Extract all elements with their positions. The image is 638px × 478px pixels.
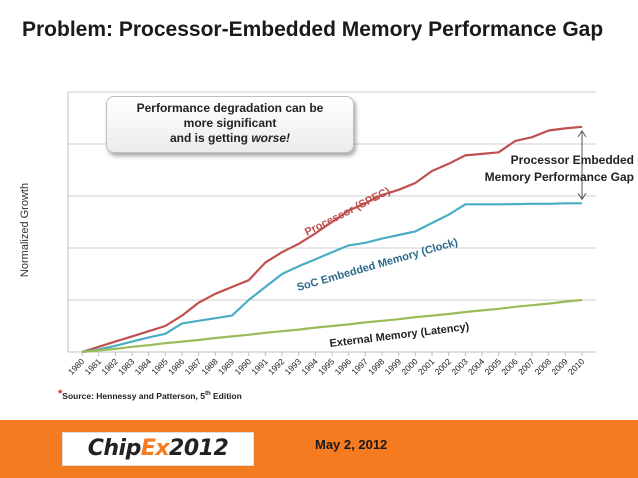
x-tick-label: 1998 <box>366 356 387 377</box>
x-tick-label: 1994 <box>299 356 320 377</box>
x-tick-label: 2005 <box>483 356 504 377</box>
source-asterisk: * <box>58 388 63 400</box>
callout-line-2: more significant <box>183 116 277 130</box>
logo-text-chip: Chip <box>87 436 142 461</box>
series-line <box>81 202 582 354</box>
gap-arrow-head-bottom <box>577 193 587 201</box>
x-tick-label: 1992 <box>266 356 287 377</box>
x-tick-label: 1989 <box>216 356 237 377</box>
x-tick-label: 1997 <box>349 356 370 377</box>
x-tick-label: 1991 <box>249 356 270 377</box>
x-tick-label: 1996 <box>333 356 354 377</box>
x-tick-label: 1981 <box>83 356 104 377</box>
x-tick-label: 1984 <box>133 356 154 377</box>
x-tick-label: 1985 <box>149 356 170 377</box>
x-tick-label: 1990 <box>233 356 254 377</box>
x-tick-label: 2006 <box>499 356 520 377</box>
x-tick-label: 2010 <box>566 356 587 377</box>
x-tick-label: 2001 <box>416 356 437 377</box>
gap-arrow-head-top <box>577 129 587 138</box>
x-tick-label: 1982 <box>99 356 120 377</box>
x-tick-labels: 1980198119821983198419851986198719881989… <box>66 352 587 377</box>
logo-text-year: 2012 <box>169 436 229 461</box>
gap-annotation-label: Processor Embedded <box>511 153 634 167</box>
x-tick-label: 2007 <box>516 356 537 377</box>
series-label: SoC Embedded Memory (Clock) <box>296 236 460 294</box>
series-lines <box>81 125 583 354</box>
x-tick-label: 2009 <box>549 356 570 377</box>
y-axis-label: Normalized Growth <box>19 183 31 277</box>
x-tick-label: 1995 <box>316 356 337 377</box>
chipex-logo: ChipEx2012 <box>62 432 254 466</box>
source-text: Source: Hennessy and Patterson, 5 <box>62 391 205 401</box>
x-tick-label: 1993 <box>283 356 304 377</box>
x-tick-label: 1986 <box>166 356 187 377</box>
x-tick-label: 1999 <box>383 356 404 377</box>
x-tick-label: 2003 <box>449 356 470 377</box>
footer-date: May 2, 2012 <box>315 437 388 452</box>
performance-gap-chart: 1980198119821983198419851986198719881989… <box>19 91 634 377</box>
x-tick-label: 1988 <box>199 356 220 377</box>
callout-box: Performance degradation can be more sign… <box>106 96 354 153</box>
gap-annotation-label: Memory Performance Gap <box>485 170 634 184</box>
callout-emphasis: worse! <box>251 131 291 145</box>
x-tick-label: 1980 <box>66 356 87 377</box>
series-line <box>81 298 583 354</box>
callout-line-3: and is getting worse! <box>107 131 353 146</box>
gap-annotation: Processor Embedded Memory Performance Gap <box>485 129 634 201</box>
x-tick-label: 2008 <box>533 356 554 377</box>
series-line <box>81 125 583 354</box>
x-tick-label: 1987 <box>183 356 204 377</box>
slide-title: Problem: Processor-Embedded Memory Perfo… <box>22 18 604 41</box>
x-tick-label: 2004 <box>466 356 487 377</box>
x-tick-label: 2000 <box>399 356 420 377</box>
source-superscript: th <box>204 391 211 398</box>
x-tick-label: 2002 <box>433 356 454 377</box>
series-label: Processor (SPEC) <box>303 185 393 239</box>
series-labels: Processor (SPEC)SoC Embedded Memory (Clo… <box>296 185 471 350</box>
callout-line-1: Performance degradation can be <box>136 101 324 115</box>
source-suffix: Edition <box>210 391 242 401</box>
logo-text-ex: Ex <box>140 436 170 461</box>
source-citation: *Source: Hennessy and Patterson, 5th Edi… <box>58 388 242 402</box>
x-tick-label: 1983 <box>116 356 137 377</box>
callout-line-3-text: and is getting <box>169 131 252 145</box>
